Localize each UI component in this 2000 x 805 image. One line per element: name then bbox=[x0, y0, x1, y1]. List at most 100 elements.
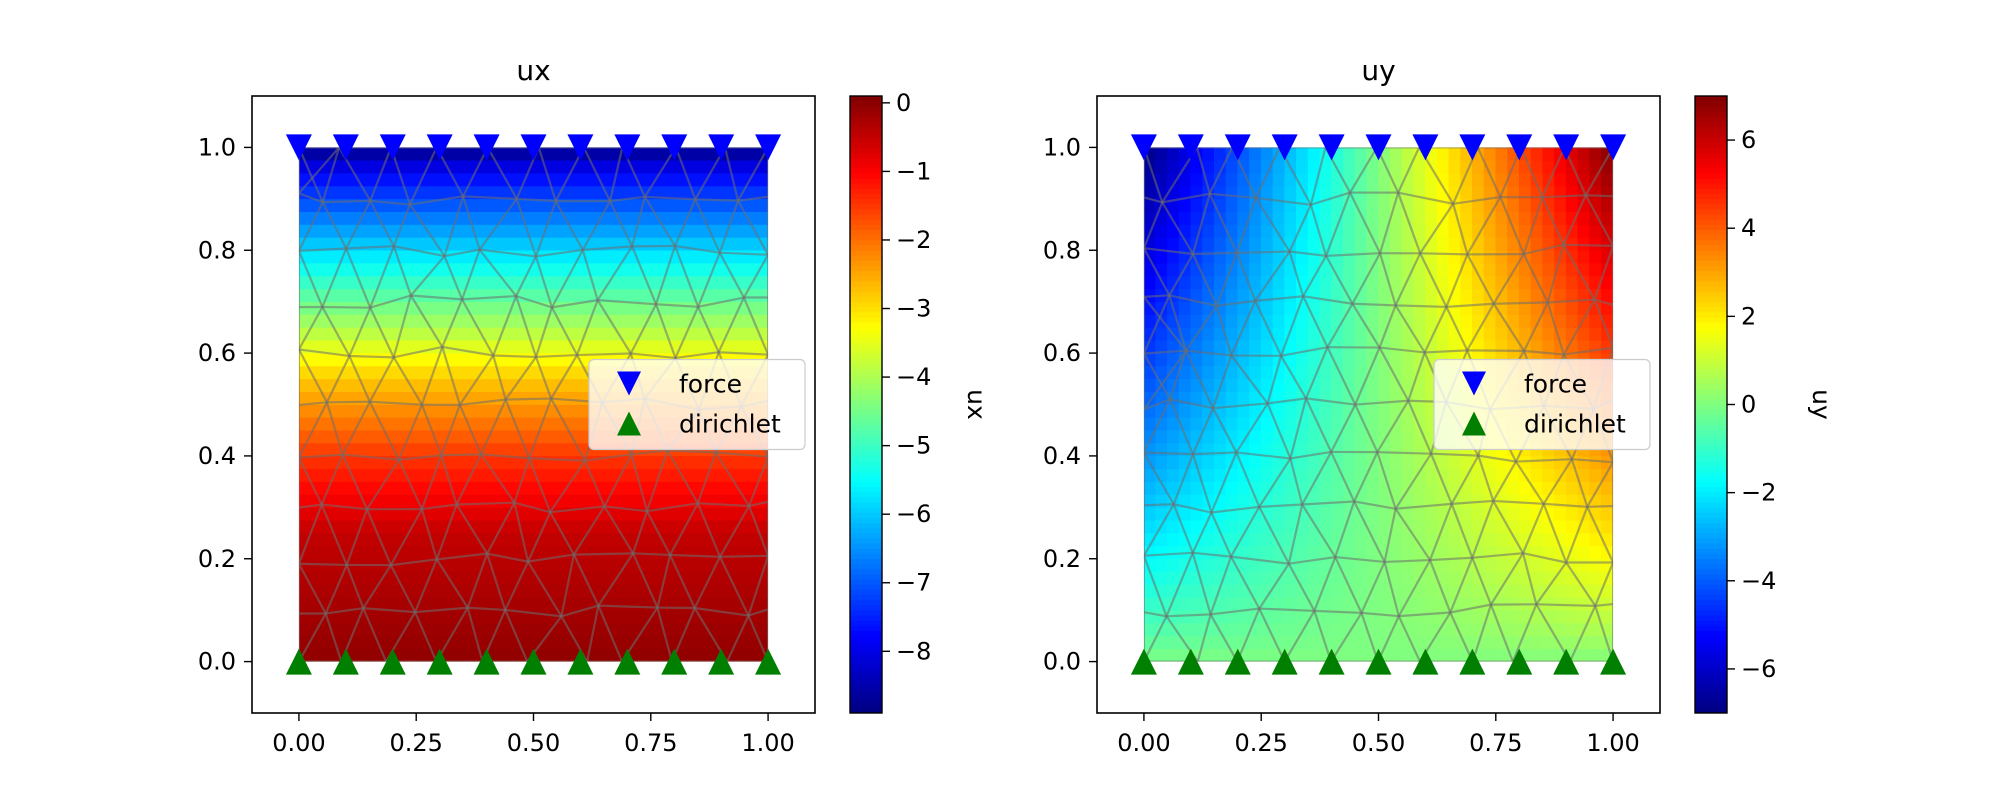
heatmap-cell bbox=[1202, 353, 1214, 366]
heatmap-cell bbox=[1155, 430, 1167, 443]
colorbar-segment bbox=[850, 481, 882, 487]
x-tick-label: 1.00 bbox=[1586, 729, 1639, 757]
heatmap-cell bbox=[1308, 289, 1320, 302]
heatmap-cell bbox=[1343, 224, 1355, 237]
colorbar-segment bbox=[1695, 594, 1727, 600]
heatmap-cell bbox=[1402, 301, 1414, 314]
heatmap-cell bbox=[1390, 340, 1402, 353]
heatmap-cell bbox=[1472, 160, 1484, 173]
heatmap-cell bbox=[1261, 430, 1273, 443]
colorbar-segment bbox=[850, 584, 882, 590]
heatmap-cell bbox=[568, 456, 580, 469]
heatmap-cell bbox=[1320, 173, 1332, 186]
colorbar-segment bbox=[850, 594, 882, 600]
heatmap-cell bbox=[428, 224, 440, 237]
heatmap-cell bbox=[1155, 160, 1167, 173]
heatmap-cell bbox=[1308, 430, 1320, 443]
colorbar-segment bbox=[850, 497, 882, 503]
heatmap-cell bbox=[1413, 160, 1425, 173]
colorbar-segment bbox=[1695, 512, 1727, 518]
heatmap-cell bbox=[709, 211, 721, 224]
heatmap-cell bbox=[1519, 289, 1531, 302]
heatmap-cell bbox=[510, 211, 522, 224]
colorbar-segment bbox=[1695, 641, 1727, 647]
heatmap-cell bbox=[1390, 353, 1402, 366]
heatmap-cell bbox=[1378, 507, 1390, 520]
heatmap-cell bbox=[451, 160, 463, 173]
colorbar-segment bbox=[850, 600, 882, 606]
heatmap-cell bbox=[1296, 160, 1308, 173]
colorbar-segment bbox=[850, 702, 882, 708]
colorbar-segment bbox=[850, 255, 882, 261]
heatmap-cell bbox=[721, 481, 733, 494]
heatmap-cell bbox=[615, 636, 627, 649]
heatmap-cell bbox=[310, 147, 322, 160]
heatmap-cell bbox=[1202, 456, 1214, 469]
heatmap-cell bbox=[1449, 468, 1461, 481]
heatmap-cell bbox=[1273, 237, 1285, 250]
colorbar-segment bbox=[1695, 132, 1727, 138]
heatmap-cell bbox=[1495, 263, 1507, 276]
heatmap-cell bbox=[1578, 327, 1590, 340]
heatmap-cell bbox=[615, 546, 627, 559]
heatmap-cell bbox=[1519, 314, 1531, 327]
heatmap-cell bbox=[1355, 353, 1367, 366]
heatmap-cell bbox=[592, 147, 604, 160]
y-tick-label: 1.0 bbox=[1043, 133, 1081, 161]
heatmap-cell bbox=[1261, 186, 1273, 199]
heatmap-cell bbox=[1484, 237, 1496, 250]
mesh-edge bbox=[441, 454, 481, 455]
heatmap-cell bbox=[1495, 160, 1507, 173]
heatmap-cell bbox=[1343, 597, 1355, 610]
colorbar-segment bbox=[1695, 378, 1727, 384]
heatmap-cell bbox=[1226, 160, 1238, 173]
heatmap-cell bbox=[404, 546, 416, 559]
heatmap-cell bbox=[1343, 160, 1355, 173]
heatmap-cell bbox=[1472, 481, 1484, 494]
heatmap-cell bbox=[686, 648, 698, 661]
heatmap-cell bbox=[1507, 199, 1519, 212]
heatmap-cell bbox=[1320, 481, 1332, 494]
heatmap-cell bbox=[557, 147, 569, 160]
heatmap-cell bbox=[604, 546, 616, 559]
heatmap-cell bbox=[439, 404, 451, 417]
heatmap-cell bbox=[1484, 224, 1496, 237]
heatmap-cell bbox=[369, 353, 381, 366]
heatmap-cell bbox=[310, 571, 322, 584]
heatmap-cell bbox=[1460, 507, 1472, 520]
heatmap-cell bbox=[1507, 546, 1519, 559]
mesh-edge bbox=[299, 564, 347, 565]
heatmap-cell bbox=[1355, 237, 1367, 250]
heatmap-cell bbox=[604, 340, 616, 353]
heatmap-cell bbox=[568, 494, 580, 507]
heatmap-cell bbox=[1437, 546, 1449, 559]
heatmap-cell bbox=[1261, 571, 1273, 584]
colorbar-segment bbox=[850, 322, 882, 328]
heatmap-cell bbox=[1249, 636, 1261, 649]
y-tick-label: 0.6 bbox=[198, 339, 236, 367]
colorbar-segment bbox=[850, 245, 882, 251]
colorbar-segment bbox=[1695, 178, 1727, 184]
heatmap-cell bbox=[1331, 404, 1343, 417]
heatmap-cell bbox=[1167, 160, 1179, 173]
heatmap-cell bbox=[416, 147, 428, 160]
heatmap-cell bbox=[1167, 546, 1179, 559]
heatmap-cell bbox=[1273, 276, 1285, 289]
heatmap-cell bbox=[1484, 533, 1496, 546]
heatmap-cell bbox=[322, 571, 334, 584]
mesh-edge bbox=[1494, 302, 1548, 303]
heatmap-cell bbox=[557, 263, 569, 276]
heatmap-cell bbox=[592, 636, 604, 649]
heatmap-cell bbox=[1202, 237, 1214, 250]
heatmap-cell bbox=[568, 584, 580, 597]
colorbar-segment bbox=[850, 296, 882, 302]
heatmap-cell bbox=[709, 314, 721, 327]
heatmap-cell bbox=[733, 237, 745, 250]
heatmap-cell bbox=[357, 263, 369, 276]
heatmap-cell bbox=[1507, 584, 1519, 597]
heatmap-cell bbox=[709, 276, 721, 289]
heatmap-cell bbox=[756, 211, 768, 224]
heatmap-cell bbox=[1413, 597, 1425, 610]
heatmap-cell bbox=[1249, 456, 1261, 469]
colorbar-segment bbox=[850, 111, 882, 117]
